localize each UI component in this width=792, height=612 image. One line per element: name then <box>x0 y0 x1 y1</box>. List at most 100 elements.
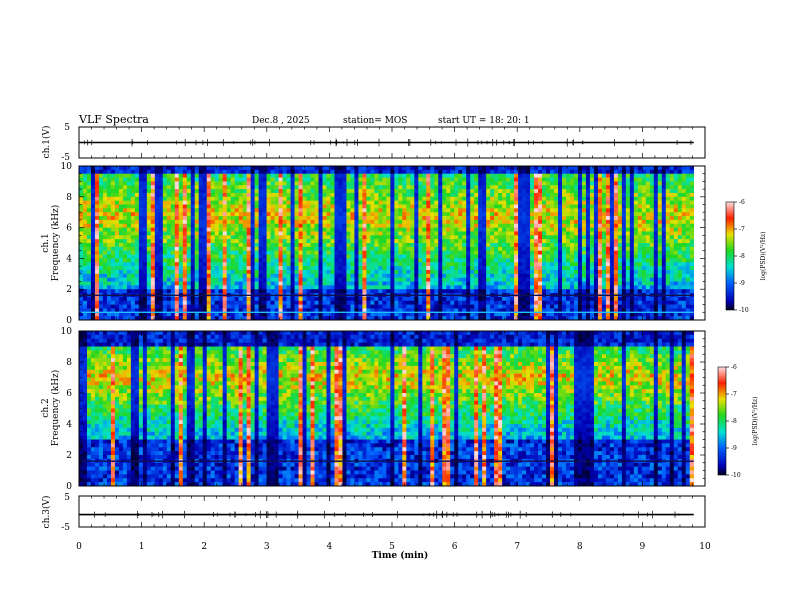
ch1-spectrogram-cell-860 <box>162 243 168 248</box>
ch1-spectrogram-cell-4631 <box>538 285 543 290</box>
ch1-spectrogram-cell-955 <box>170 300 176 305</box>
ch1-spectrogram-cell-3814 <box>458 219 463 225</box>
ch1-spectrogram-cell-1097 <box>186 231 192 236</box>
ch1-spectrogram-cell-2056 <box>282 227 287 232</box>
ch1-spectrogram-cell-255 <box>102 223 108 228</box>
ch1-spectrogram-cell-1361 <box>214 169 220 174</box>
ch1-spectrogram-cell-4906 <box>566 266 571 271</box>
ch1-spectrogram-cell-698 <box>146 235 152 240</box>
ch1-spectrogram-cell-124 <box>90 181 96 186</box>
ch1-spectrogram-cell-3901 <box>466 246 471 251</box>
ch1-spectrogram-cell-2229 <box>298 277 303 282</box>
ch1-spectrogram-cell-3025 <box>378 262 383 267</box>
ch1-spectrogram-cell-3531 <box>430 208 435 213</box>
ch1-spectrogram-cell-4678 <box>542 312 547 317</box>
ch1-spectrogram-cell-954 <box>170 296 176 302</box>
ch1-spectrogram-cell-4743 <box>550 254 555 259</box>
ch1-spectrogram-cell-3498 <box>426 235 431 240</box>
ch1-spectrogram-cell-3010 <box>378 204 383 209</box>
ch1-spectrogram-cell-2813 <box>358 216 363 221</box>
ch1-spectrogram-cell-4844 <box>562 181 567 186</box>
ch1-spectrogram-cell-4714 <box>546 296 551 302</box>
ch1-spectrogram-cell-3830 <box>458 281 463 286</box>
ch1-spectrogram-cell-976 <box>174 227 180 232</box>
ch1-spectrogram-cell-3474 <box>422 296 427 302</box>
ch1-spectrogram-cell-1977 <box>274 231 279 236</box>
ch1-spectrogram-cell-1679 <box>242 316 247 321</box>
ch1-spectrogram-cell-2941 <box>370 246 375 251</box>
ch1-spectrogram-cell-280 <box>106 166 112 171</box>
ch1-spectrogram-cell-979 <box>174 239 180 244</box>
ch1-spectrogram-cell-689 <box>146 200 152 205</box>
ch1-spectrogram-cell-701 <box>146 246 152 251</box>
ch1-spectrogram-cell-767 <box>154 192 160 198</box>
ch1-spectrogram-cell-2388 <box>314 273 319 278</box>
ch1-spectrogram-cell-678 <box>142 312 148 317</box>
ch1-spectrogram-cell-4667 <box>542 269 547 275</box>
ch1-spectrogram-cell-2548 <box>330 273 335 278</box>
ch1-spectrogram-cell-96 <box>86 227 92 232</box>
ch1-spectrogram-cell-3606 <box>438 189 443 194</box>
ch1-spectrogram-cell-1381 <box>214 246 220 251</box>
ch1-spectrogram-cell-3248 <box>402 196 407 201</box>
ch1-spectrogram-cell-1272 <box>202 289 208 294</box>
ch1-spectrogram-cell-3625 <box>438 262 443 267</box>
ch1-spectrogram-cell-2750 <box>350 281 355 286</box>
ch1-spectrogram-cell-837 <box>158 308 164 313</box>
ch1-spectrogram-cell-3036 <box>378 304 383 309</box>
ch1-spectrogram-cell-2766 <box>354 189 359 194</box>
ch1-spectrogram-cell-3966 <box>474 189 479 194</box>
ch1-spectrogram-cell-2674 <box>342 296 347 302</box>
ch1-spectrogram-cell-3089 <box>386 200 391 205</box>
ch1-spectrogram-cell-2693 <box>346 216 351 221</box>
ch1-spectrogram-cell-3228 <box>398 273 403 278</box>
ch1-spectrogram-cell-2990 <box>374 281 379 286</box>
ch1-spectrogram-cell-4290 <box>506 204 511 209</box>
ch1-spectrogram-cell-3310 <box>406 281 411 286</box>
ch1-spectrogram-cell-1989 <box>274 277 279 282</box>
ch1-spectrogram-cell-1655 <box>242 223 247 228</box>
ch1-spectrogram-cell-2300 <box>306 243 311 248</box>
ch1-spectrogram-cell-1110 <box>186 281 192 286</box>
ch1-spectrogram-cell-4682 <box>546 173 551 178</box>
ch1-spectrogram-cell-1576 <box>234 227 239 232</box>
ch1-spectrogram-cell-3030 <box>378 281 383 286</box>
ch1-spectrogram-cell-3067 <box>382 269 387 275</box>
ch1-spectrogram-cell-4243 <box>502 177 507 182</box>
ch1-spectrogram-cell-4909 <box>566 277 571 282</box>
ch1-spectrogram-cell-2282 <box>306 173 311 178</box>
ch1-spectrogram-cell-714 <box>146 296 152 302</box>
ch1-spectrogram-cell-1865 <box>262 262 267 267</box>
ch1-spectrogram-cell-4896 <box>566 227 571 232</box>
ch1-spectrogram-cell-3734 <box>450 219 455 225</box>
ch1-spectrogram-cell-4754 <box>550 296 555 302</box>
ch1-spectrogram-cell-2503 <box>326 254 331 259</box>
ch1-spectrogram-cell-4139 <box>490 239 495 244</box>
ch1-spectrogram-cell-3982 <box>474 250 479 255</box>
ch1-spectrogram-cell-1358 <box>210 312 216 317</box>
ch1-spectrogram-cell-2720 <box>350 166 355 171</box>
ch1-spectrogram-cell-4377 <box>514 231 519 236</box>
ch1-spectrogram-cell-4216 <box>498 227 503 232</box>
ch1-spectrogram-cell-3456 <box>422 227 427 232</box>
ch1-spectrogram-cell-3947 <box>470 269 475 275</box>
ch1-spectrogram-cell-3706 <box>446 266 451 271</box>
ch1-spectrogram-cell-1216 <box>198 227 204 232</box>
ch1-spectrogram-cell-2181 <box>294 246 299 251</box>
ch1-spectrogram-cell-1929 <box>270 200 275 205</box>
ch1-spectrogram-cell-3525 <box>430 185 435 190</box>
ch1-spectrogram-cell-4421 <box>518 246 523 251</box>
ch1-spectrogram-cell-192 <box>94 289 100 294</box>
ch1-spectrogram-cell-3492 <box>426 212 431 217</box>
ch1-spectrogram-cell-2026 <box>278 266 283 271</box>
ch1-spectrogram-cell-1146 <box>190 266 196 271</box>
ch1-spectrogram-cell-1972 <box>274 212 279 217</box>
ch1-spectrogram-cell-2109 <box>286 277 291 282</box>
ch1-spectrogram-cell-1923 <box>270 177 275 182</box>
ch1-spectrogram-cell-2111 <box>286 285 291 290</box>
ch1-spectrogram-cell-2698 <box>346 235 351 240</box>
ch1-spectrogram-cell-2815 <box>358 223 363 228</box>
ch1-spectrogram-cell-2145 <box>290 262 295 267</box>
ch1-spectrogram-cell-2520 <box>330 166 335 171</box>
ch1-spectrogram-cell-156 <box>90 304 96 309</box>
